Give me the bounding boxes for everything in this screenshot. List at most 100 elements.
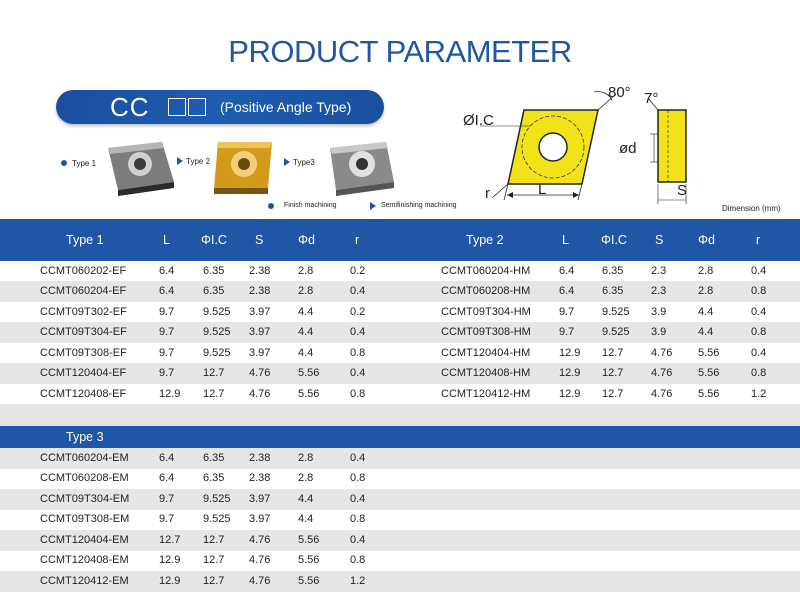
diagram-l-label: L bbox=[538, 181, 547, 198]
cell-r: 0.8 bbox=[751, 326, 767, 338]
cell-s: 4.76 bbox=[249, 388, 271, 400]
cell-s: 2.3 bbox=[651, 265, 667, 277]
cell-model: CCMT060208-HM bbox=[441, 285, 531, 297]
cell-r: 0.8 bbox=[350, 388, 366, 400]
cell-r: 0.4 bbox=[350, 326, 366, 338]
col-header: ΦI.C bbox=[201, 233, 227, 247]
diagram-r-label: r bbox=[485, 185, 490, 202]
cell-l: 9.7 bbox=[159, 513, 175, 525]
series-badge: CC (Positive Angle Type) bbox=[56, 90, 384, 124]
cell-ic: 12.7 bbox=[203, 534, 225, 546]
cell-l: 9.7 bbox=[159, 347, 175, 359]
finish-machining-label: Finish machining bbox=[284, 202, 337, 209]
type3-label: Type3 bbox=[293, 158, 315, 167]
cell-l: 6.4 bbox=[159, 452, 175, 464]
cell-ic: 6.35 bbox=[203, 285, 225, 297]
col-header: Φd bbox=[698, 233, 715, 247]
cell-r: 0.4 bbox=[751, 306, 767, 318]
cell-r: 0.4 bbox=[751, 265, 767, 277]
cell-d: 5.56 bbox=[298, 388, 320, 400]
cell-r: 0.4 bbox=[751, 347, 767, 359]
cell-d: 5.56 bbox=[698, 347, 720, 359]
cell-ic: 6.35 bbox=[203, 472, 225, 484]
table-row: CCMT09T308-EM 9.7 9.525 3.97 4.4 0.8 bbox=[0, 509, 800, 530]
cell-l: 12.9 bbox=[559, 347, 581, 359]
insert-type1-image bbox=[108, 142, 174, 196]
cell-ic: 6.35 bbox=[203, 452, 225, 464]
cell-s: 2.38 bbox=[249, 285, 271, 297]
cell-ic: 12.7 bbox=[602, 388, 624, 400]
cell-d: 4.4 bbox=[298, 493, 314, 505]
col-header: Type 1 bbox=[66, 233, 104, 247]
cell-model: CCMT120412-EM bbox=[40, 575, 129, 587]
cell-r: 0.4 bbox=[350, 367, 366, 379]
table-row: CCMT120408-EM 12.9 12.7 4.76 5.56 0.8 bbox=[0, 550, 800, 571]
table-spacer bbox=[0, 404, 800, 426]
cell-s: 3.9 bbox=[651, 326, 667, 338]
type2-label: Type 2 bbox=[186, 157, 211, 166]
cell-r: 0.2 bbox=[350, 306, 366, 318]
cell-r: 0.4 bbox=[350, 534, 366, 546]
cell-model: CCMT09T304-EM bbox=[40, 493, 130, 505]
cell-l: 6.4 bbox=[559, 265, 575, 277]
cell-l: 9.7 bbox=[559, 326, 575, 338]
cell-ic: 12.7 bbox=[203, 554, 225, 566]
cell-r: 0.8 bbox=[350, 472, 366, 484]
cell-d: 5.56 bbox=[298, 534, 320, 546]
dimension-note: Dimension (mm) bbox=[722, 204, 781, 213]
cell-ic: 12.7 bbox=[203, 388, 225, 400]
cell-d: 5.56 bbox=[298, 575, 320, 587]
col-header: L bbox=[562, 233, 569, 247]
cell-ic: 12.7 bbox=[602, 367, 624, 379]
cell-s: 3.97 bbox=[249, 513, 271, 525]
series-code: CC bbox=[110, 92, 150, 122]
cell-model: CCMT120404-HM bbox=[441, 347, 531, 359]
cell-d: 5.56 bbox=[298, 367, 320, 379]
diagram-s-label: S bbox=[677, 182, 688, 199]
cell-s: 4.76 bbox=[651, 388, 673, 400]
col-header: r bbox=[355, 233, 360, 247]
cell-s: 2.38 bbox=[249, 265, 271, 277]
cell-model: CCMT09T302-EF bbox=[40, 306, 127, 318]
type1-bullet-icon bbox=[61, 160, 67, 166]
table-row: CCMT09T308-EF 9.7 9.525 3.97 4.4 0.8 CCM… bbox=[0, 343, 800, 364]
type2-arrow-icon bbox=[177, 157, 183, 165]
cell-r: 1.2 bbox=[350, 575, 366, 587]
cell-l: 9.7 bbox=[559, 306, 575, 318]
cell-s: 4.76 bbox=[651, 367, 673, 379]
cell-s: 3.97 bbox=[249, 347, 271, 359]
cell-d: 5.56 bbox=[698, 367, 720, 379]
cell-model: CCMT120408-HM bbox=[441, 367, 531, 379]
col-header: S bbox=[255, 233, 264, 247]
cell-r: 0.8 bbox=[350, 347, 366, 359]
cell-l: 9.7 bbox=[159, 493, 175, 505]
cell-r: 0.8 bbox=[751, 285, 767, 297]
cell-ic: 9.525 bbox=[602, 326, 630, 338]
cell-d: 5.56 bbox=[298, 554, 320, 566]
cell-s: 3.97 bbox=[249, 493, 271, 505]
cell-ic: 6.35 bbox=[602, 265, 624, 277]
cell-d: 2.8 bbox=[298, 265, 314, 277]
cell-model: CCMT120408-EM bbox=[40, 554, 129, 566]
cell-d: 2.8 bbox=[698, 285, 714, 297]
insert-type3-image bbox=[330, 142, 394, 196]
type3-title: Type 3 bbox=[66, 430, 104, 444]
cell-l: 12.9 bbox=[559, 367, 581, 379]
table-row: CCMT09T304-EF 9.7 9.525 3.97 4.4 0.4 CCM… bbox=[0, 322, 800, 343]
cell-ic: 6.35 bbox=[203, 265, 225, 277]
cell-s: 3.9 bbox=[651, 306, 667, 318]
col-header: L bbox=[163, 233, 170, 247]
page-title: PRODUCT PARAMETER bbox=[228, 34, 572, 69]
cell-l: 12.9 bbox=[559, 388, 581, 400]
type3-arrow-icon bbox=[284, 158, 290, 166]
cell-s: 4.76 bbox=[249, 554, 271, 566]
cell-ic: 12.7 bbox=[203, 367, 225, 379]
cell-l: 9.7 bbox=[159, 306, 175, 318]
cell-l: 9.7 bbox=[159, 326, 175, 338]
cell-d: 2.8 bbox=[298, 452, 314, 464]
cell-l: 6.4 bbox=[559, 285, 575, 297]
cell-r: 1.2 bbox=[751, 388, 767, 400]
table-row: CCMT09T302-EF 9.7 9.525 3.97 4.4 0.2 CCM… bbox=[0, 302, 800, 323]
cell-d: 4.4 bbox=[298, 513, 314, 525]
cell-r: 0.8 bbox=[751, 367, 767, 379]
